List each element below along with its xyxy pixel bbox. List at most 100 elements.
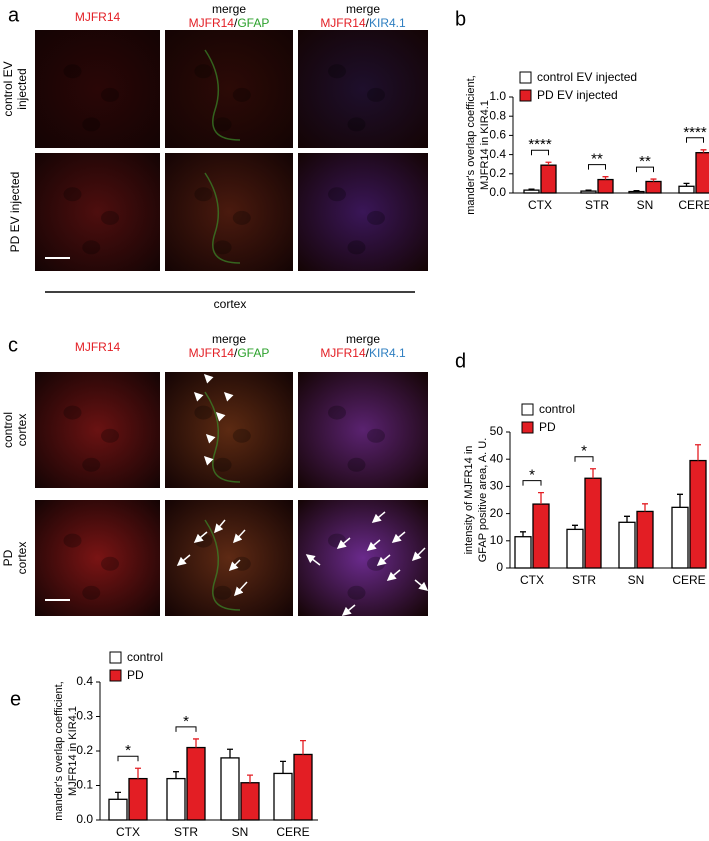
- error-bar: [247, 774, 253, 783]
- error-bar: [528, 188, 535, 191]
- x-tick-label: CTX: [520, 573, 544, 587]
- arrow: [341, 604, 356, 616]
- y-tick-label: 0.6: [489, 128, 506, 142]
- cell-shadow: [194, 405, 213, 420]
- row-label-line: cortex: [15, 542, 29, 575]
- gfap-signal: [204, 391, 241, 483]
- bar: [240, 782, 260, 821]
- bar: [108, 798, 128, 821]
- bar: [689, 459, 707, 569]
- arrow: [404, 354, 420, 370]
- x-tick-label: CTX: [528, 198, 552, 212]
- error-bar: [135, 767, 141, 779]
- y-tick-label: 0.2: [76, 743, 93, 757]
- cell-shadow: [213, 457, 232, 472]
- y-tick-label: 0.4: [76, 674, 93, 688]
- arrow: [366, 539, 381, 551]
- legend-label: PD: [539, 420, 556, 434]
- arrow: [376, 554, 391, 566]
- x-tick-label: SN: [232, 825, 249, 839]
- legend-label: control EV injected: [537, 70, 637, 84]
- error-bar: [193, 738, 199, 748]
- micrograph: [298, 30, 428, 148]
- arrow: [203, 373, 214, 384]
- bar: [566, 528, 584, 569]
- arrow: [336, 537, 351, 549]
- cell-shadow: [194, 64, 213, 79]
- y-axis-label: intensity of MJFR14 in GFAP positive area…: [463, 438, 489, 563]
- y-tick-label: 30: [490, 479, 504, 493]
- arrow: [318, 334, 336, 352]
- bar: [273, 772, 293, 821]
- gfap-signal: [204, 519, 241, 611]
- bar: [597, 178, 614, 194]
- significance-bracket: [531, 149, 549, 156]
- significance-bracket: [574, 456, 594, 462]
- column-header: merge: [212, 332, 246, 346]
- arrow: [205, 433, 216, 444]
- legend-swatch: [519, 71, 532, 84]
- legend-label: PD: [127, 668, 144, 682]
- header-part: MJFR14: [189, 16, 235, 30]
- arrow: [203, 455, 214, 466]
- micrograph: [35, 500, 160, 616]
- bar: [628, 190, 645, 194]
- cell-shadow: [63, 64, 82, 79]
- error-bar: [700, 149, 707, 153]
- cell-shadow: [347, 240, 366, 255]
- gfap-signal: [204, 172, 241, 264]
- arrow: [323, 311, 341, 326]
- legend-label: PD EV injected: [537, 88, 618, 102]
- x-tick-label: SN: [628, 573, 645, 587]
- y-tick-label: 0.1: [76, 778, 93, 792]
- significance-label: **: [639, 153, 651, 170]
- error-bar: [538, 492, 544, 505]
- y-tick-label: 1.0: [489, 89, 506, 103]
- column-header: merge: [346, 332, 380, 346]
- arrow: [391, 531, 406, 543]
- micrograph: [165, 30, 293, 148]
- bar: [166, 777, 186, 821]
- legend-swatch: [519, 89, 532, 102]
- micrograph: [35, 372, 160, 488]
- cell-shadow: [82, 585, 101, 600]
- significance-bracket: [686, 137, 704, 143]
- cell-shadow: [347, 457, 366, 472]
- cell-shadow: [213, 117, 232, 132]
- header-part: MJFR14: [320, 346, 366, 360]
- legend-swatch: [109, 651, 122, 664]
- caption: cortex: [214, 297, 247, 311]
- cell-shadow: [367, 556, 385, 571]
- y-tick-label: 0.4: [489, 147, 506, 161]
- bar: [580, 190, 597, 194]
- x-tick-label: CTX: [116, 825, 140, 839]
- x-tick-label: CERE: [678, 198, 709, 212]
- arrow: [215, 411, 226, 422]
- x-tick-label: STR: [174, 825, 198, 839]
- row-label: control EVinjected: [1, 61, 29, 116]
- cell-shadow: [213, 240, 232, 255]
- column-header: MJFR14/GFAP: [189, 346, 270, 360]
- error-bar: [683, 182, 690, 187]
- x-tick-label: CERE: [276, 825, 309, 839]
- micrograph: [298, 500, 428, 616]
- cell-shadow: [101, 428, 119, 443]
- cell-shadow: [82, 117, 101, 132]
- cell-shadow: [367, 428, 385, 443]
- error-bar: [585, 189, 592, 192]
- cell-shadow: [213, 585, 232, 600]
- cell-shadow: [82, 240, 101, 255]
- bar: [636, 510, 654, 569]
- arrow: [339, 337, 356, 357]
- arrow: [193, 531, 208, 543]
- y-axis-label-line: GFAP positive area, A. U.: [477, 438, 489, 563]
- significance-label: ****: [683, 124, 707, 141]
- x-tick-label: STR: [585, 198, 609, 212]
- header-part: GFAP: [237, 346, 269, 360]
- arrow: [411, 547, 426, 562]
- y-axis-label-line: mander's overlap coefficient,: [53, 681, 65, 820]
- cell-shadow: [101, 87, 119, 102]
- header-part: MJFR14: [189, 346, 235, 360]
- y-axis-label-line: MJFR14 in KIR4.1: [479, 100, 491, 190]
- cell-shadow: [328, 64, 346, 79]
